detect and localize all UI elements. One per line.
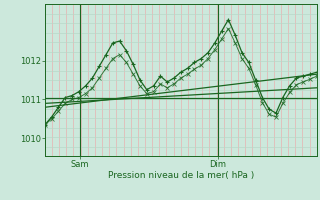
X-axis label: Pression niveau de la mer( hPa ): Pression niveau de la mer( hPa ) bbox=[108, 171, 254, 180]
